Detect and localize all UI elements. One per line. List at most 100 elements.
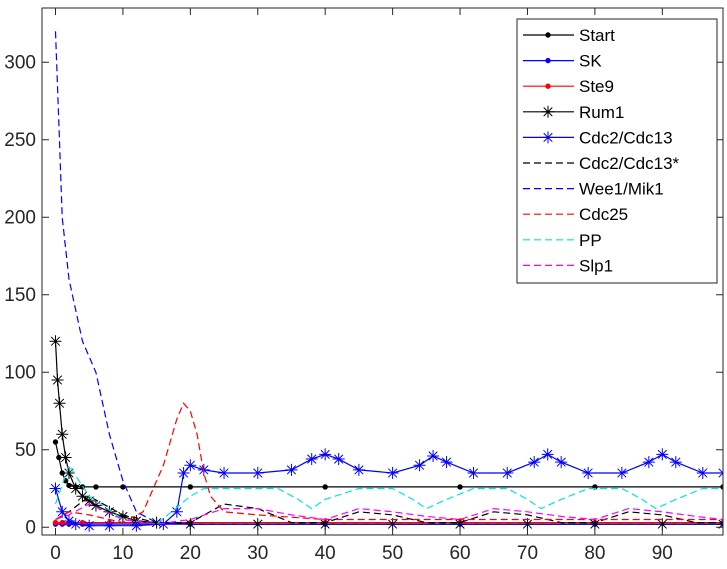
legend-box <box>516 18 718 284</box>
legend-label-1: SK <box>579 52 602 71</box>
series-point-4-5 <box>103 519 116 532</box>
series-point-4-8 <box>170 505 183 518</box>
series-line-9 <box>55 503 723 525</box>
x-tick-label-3: 30 <box>247 543 268 564</box>
series-6 <box>54 31 723 525</box>
legend-marker-0 <box>545 32 551 38</box>
legend-marker-2 <box>545 83 551 89</box>
series-point-4-16 <box>319 448 332 461</box>
series-point-4-6 <box>130 519 143 532</box>
series-4 <box>49 448 723 532</box>
legend-item-5: Cdc2/Cdc13* <box>523 154 680 173</box>
series-point-4-22 <box>440 456 453 469</box>
series-point-3-8 <box>83 494 96 507</box>
legend-label-2: Ste9 <box>579 77 614 96</box>
legend-marker-3 <box>542 105 554 118</box>
series-line-5 <box>55 495 723 524</box>
y-tick-label-3: 150 <box>4 285 36 306</box>
y-tick-label-0: 0 <box>25 517 36 538</box>
series-layer <box>49 31 723 532</box>
series-point-4-26 <box>541 448 554 461</box>
series-point-3-3 <box>56 428 69 441</box>
x-tick-label-4: 40 <box>315 543 336 564</box>
x-tick-label-6: 60 <box>449 543 470 564</box>
legend-item-7: Cdc25 <box>523 205 628 224</box>
series-point-3-14 <box>184 518 197 531</box>
series-point-3-2 <box>53 397 66 410</box>
legend-item-8: PP <box>523 231 602 250</box>
series-point-0-10 <box>322 484 328 490</box>
y-tick-label-6: 300 <box>4 52 36 73</box>
series-point-4-28 <box>582 467 595 479</box>
legend-label-4: Cdc2/Cdc13 <box>579 128 673 147</box>
legend-label-5: Cdc2/Cdc13* <box>579 154 680 173</box>
series-point-4-32 <box>669 456 682 469</box>
series-point-4-20 <box>413 459 426 472</box>
series-point-4-15 <box>305 453 318 466</box>
legend-label-6: Wee1/Mik1 <box>579 180 664 199</box>
series-point-4-23 <box>467 467 480 479</box>
series-point-4-14 <box>285 463 298 476</box>
series-point-4-25 <box>528 456 541 469</box>
series-point-4-13 <box>251 467 264 479</box>
series-line-8 <box>54 463 723 525</box>
series-point-4-33 <box>696 467 709 479</box>
series-point-4-30 <box>642 456 655 469</box>
legend-label-0: Start <box>579 26 615 45</box>
series-point-3-15 <box>251 518 264 531</box>
legend-item-1: SK <box>523 52 602 71</box>
legend-item-2: Ste9 <box>523 77 614 96</box>
legend-item-3: Rum1 <box>523 103 624 122</box>
series-9 <box>55 503 723 525</box>
series-point-4-21 <box>427 449 440 462</box>
legend-item-9: Slp1 <box>523 256 613 275</box>
series-point-0-7 <box>93 484 99 490</box>
series-point-4-24 <box>501 467 514 479</box>
series-point-4-7 <box>157 518 170 531</box>
series-point-3-0 <box>49 335 62 348</box>
series-point-3-7 <box>76 490 89 503</box>
series-point-4-0 <box>49 482 62 495</box>
y-tick-label-2: 100 <box>4 362 36 383</box>
legend-item-0: Start <box>523 26 615 45</box>
series-point-4-3 <box>69 518 82 531</box>
series-5 <box>55 495 723 524</box>
series-point-0-11 <box>457 484 463 490</box>
series-point-4-9 <box>177 467 190 479</box>
series-point-3-21 <box>656 518 669 531</box>
legend: Start SK Ste9 Rum1 Cdc2/Cdc13 Cdc2/Cdc13* Wee1… <box>516 18 718 284</box>
x-tick-label-2: 20 <box>180 543 201 564</box>
x-tick-label-7: 70 <box>517 543 538 564</box>
series-point-0-4 <box>66 482 72 489</box>
series-8 <box>54 463 723 525</box>
legend-label-7: Cdc25 <box>579 205 628 224</box>
x-tick-label-8: 80 <box>584 543 605 564</box>
series-point-4-12 <box>218 467 231 479</box>
legend-label-9: Slp1 <box>579 256 613 275</box>
series-point-2-0 <box>52 519 59 526</box>
series-0 <box>52 439 723 490</box>
legend-marker-1 <box>545 57 551 64</box>
plot-frame <box>41 7 724 536</box>
series-point-4-4 <box>83 519 96 532</box>
legend-marker-4 <box>542 131 554 144</box>
legend-label-8: PP <box>579 231 602 250</box>
series-point-3-9 <box>89 499 102 512</box>
x-tick-label-5: 50 <box>382 543 403 564</box>
y-tick-label-5: 250 <box>4 130 36 151</box>
series-point-0-9 <box>187 484 194 490</box>
series-line-7 <box>55 402 723 524</box>
series-7 <box>55 402 723 524</box>
x-tick-label-1: 10 <box>112 543 133 564</box>
legend-label-3: Rum1 <box>579 103 624 122</box>
x-axis: 0 10 20 30 40 50 60 70 80 90 <box>50 8 673 564</box>
series-point-4-17 <box>332 453 345 466</box>
x-tick-label-0: 0 <box>50 543 61 564</box>
series-point-3-6 <box>69 482 82 495</box>
series-point-3-10 <box>103 505 116 518</box>
legend-item-4: Cdc2/Cdc13 <box>523 128 673 147</box>
legend-item-6: Wee1/Mik1 <box>523 180 664 199</box>
y-tick-label-4: 200 <box>4 207 36 228</box>
series-point-3-11 <box>116 510 129 523</box>
